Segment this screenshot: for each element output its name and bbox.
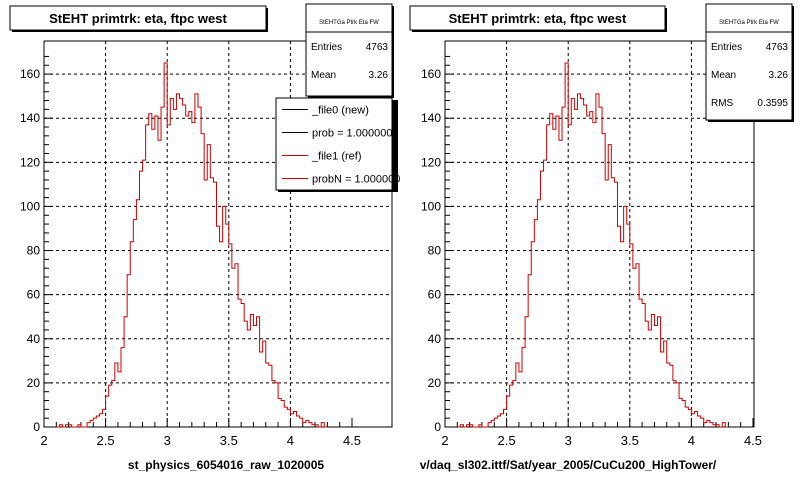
x-tick-label: 2 bbox=[40, 433, 47, 448]
y-tick-label: 0 bbox=[434, 420, 441, 434]
y-tick-label: 80 bbox=[428, 244, 442, 258]
y-tick-label: 120 bbox=[421, 155, 441, 169]
right-pad: 2 2.5 3 3.5 4 4.5 0 20 40 60 80 100 120 140 160 v/daq_s… bbox=[409, 3, 794, 472]
stats-label: Entries bbox=[711, 42, 742, 53]
x-tick-label: 2.5 bbox=[498, 433, 516, 448]
x-tick-label: 3 bbox=[164, 433, 171, 448]
legend-label: prob = 1.000000 bbox=[312, 128, 392, 140]
y-tick-label: 100 bbox=[20, 199, 40, 213]
x-tick-label: 3.5 bbox=[220, 433, 238, 448]
chart-title: StEHT primtrk: eta, ftpc west bbox=[49, 11, 227, 26]
stats-value: 0.3595 bbox=[757, 98, 788, 109]
y-tick-label: 20 bbox=[428, 376, 442, 390]
stats-name: StEHTGa Ptrk Eta FW bbox=[719, 20, 779, 26]
y-tick-label: 120 bbox=[20, 155, 40, 169]
stats-value: 4763 bbox=[766, 42, 789, 53]
y-tick-label: 60 bbox=[428, 288, 442, 302]
stats-value: 3.26 bbox=[769, 70, 789, 81]
x-tick-label: 3 bbox=[565, 433, 572, 448]
x-tick-label: 4.5 bbox=[343, 433, 361, 448]
y-tick-label: 40 bbox=[428, 332, 442, 346]
y-tick-label: 160 bbox=[421, 67, 441, 81]
x-tick-label: 3.5 bbox=[621, 433, 639, 448]
y-tick-label: 140 bbox=[421, 111, 441, 125]
stats-name: StEHTGa Ptrk Eta FW bbox=[319, 20, 379, 26]
stats-value: 4763 bbox=[366, 42, 389, 53]
legend-label: _file0 (new) bbox=[311, 105, 369, 117]
histogram-series bbox=[457, 62, 729, 428]
x-tick-label: 4.5 bbox=[744, 433, 762, 448]
stats-value: 3.26 bbox=[369, 70, 389, 81]
x-tick-label: 4 bbox=[287, 433, 294, 448]
stats-box bbox=[305, 3, 393, 97]
stats-box bbox=[705, 3, 793, 121]
stats-label: Mean bbox=[311, 70, 336, 81]
y-tick-label: 80 bbox=[27, 244, 41, 258]
x-tick-label: 4 bbox=[688, 433, 695, 448]
y-tick-label: 140 bbox=[20, 111, 40, 125]
title-box bbox=[409, 5, 666, 31]
chart-title: StEHT primtrk: eta, ftpc west bbox=[449, 11, 627, 26]
x-axis-label: st_physics_6054016_raw_1020005 bbox=[128, 458, 324, 472]
legend-box bbox=[275, 97, 393, 191]
title-box bbox=[9, 5, 267, 31]
x-axis-label: v/daq_sl302.ittf/Sat/year_2005/CuCu200_H… bbox=[420, 458, 717, 472]
legend-label: probN = 1.000000 bbox=[312, 174, 400, 186]
left-pad: 2 2.5 3 3.5 4 4.5 0 20 40 60 80 100 120 140 160 st_phys… bbox=[9, 3, 400, 472]
x-tick-label: 2.5 bbox=[97, 433, 115, 448]
x-tick-label: 2 bbox=[441, 433, 448, 448]
legend: _file0 (new) prob = 1.000000 _file1 (ref) p… bbox=[275, 97, 400, 192]
histogram-series bbox=[56, 62, 328, 428]
stats-label: RMS bbox=[711, 98, 734, 109]
stats-label: Entries bbox=[311, 42, 342, 53]
y-tick-label: 40 bbox=[27, 332, 41, 346]
y-tick-label: 160 bbox=[20, 67, 40, 81]
y-tick-label: 20 bbox=[27, 376, 41, 390]
y-tick-label: 0 bbox=[33, 420, 40, 434]
y-tick-label: 100 bbox=[421, 199, 441, 213]
y-tick-label: 60 bbox=[27, 288, 41, 302]
stats-label: Mean bbox=[711, 70, 736, 81]
legend-label: _file1 (ref) bbox=[311, 151, 362, 163]
